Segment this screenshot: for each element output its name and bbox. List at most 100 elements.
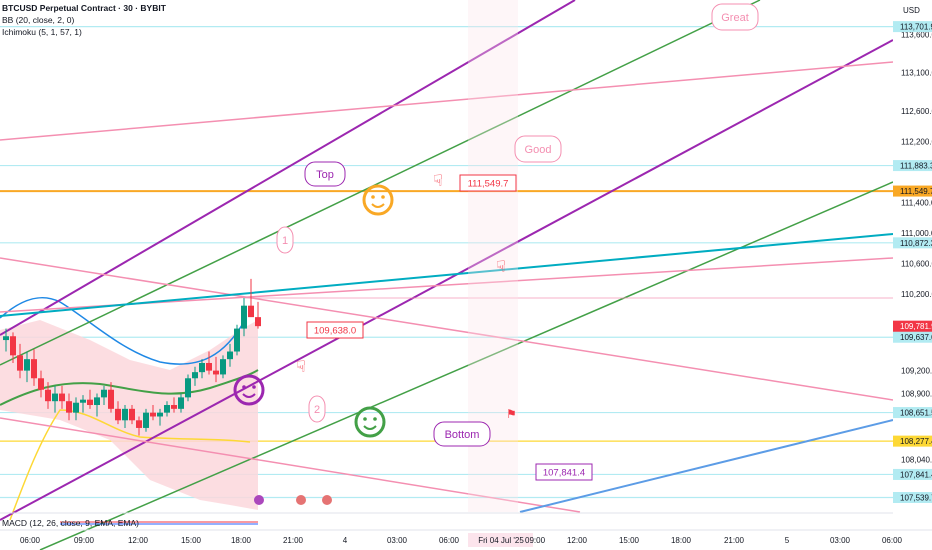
candle-body (38, 378, 44, 390)
y-tick-label: 111,400.0 (901, 199, 932, 208)
x-tick-label: 03:00 (387, 536, 408, 545)
y-tick-label: 110,600.0 (901, 260, 932, 269)
candle-body (248, 305, 254, 318)
candle-body (199, 362, 205, 373)
time-highlight-label: Fri 04 Jul '25 (478, 536, 524, 545)
candle-body (52, 393, 58, 402)
y-tick-label: 112,200.0 (901, 137, 932, 146)
candle-body (220, 359, 226, 375)
axis-price-tag-text: 113,701.9 (900, 23, 932, 32)
trend-line (0, 39, 894, 521)
candle-body (206, 362, 212, 371)
x-tick-label: 15:00 (181, 536, 202, 545)
axis-price-tag (893, 237, 932, 249)
trend-line (0, 417, 581, 513)
candle-body (178, 397, 184, 409)
bb-legend[interactable]: BB (20, close, 2, 0) (2, 15, 75, 25)
smiley-green-icon (354, 406, 386, 438)
ichimoku-legend[interactable]: Ichimoku (5, 1, 57, 1) (2, 27, 82, 37)
y-tick-label: 108,040.0 (901, 455, 932, 464)
y-tick-label: 109,200.0 (901, 367, 932, 376)
candle-body (234, 328, 240, 352)
candle-body (17, 355, 23, 371)
axis-price-tag (893, 331, 932, 343)
callout-bubble (711, 3, 759, 31)
legend: BTCUSD Perpetual Contract · 30 · BYBIT B… (2, 2, 166, 38)
candle-body (227, 351, 233, 360)
lightning-icon (254, 495, 264, 505)
candle-body (129, 408, 135, 421)
candle-body (143, 412, 149, 428)
axis-price-tag-text: 108,277.4 (900, 437, 932, 446)
candle-body (241, 305, 247, 329)
y-tick-label: 113,600.0 (901, 30, 932, 39)
callout-bubble (308, 395, 326, 423)
pointing-hand-icon: ☟ (296, 359, 306, 376)
candle-body (255, 317, 261, 327)
y-tick-label: 111,000.0 (901, 229, 932, 238)
price-axis-background (893, 0, 932, 550)
smiley-mouth (242, 393, 256, 398)
axis-price-tag (893, 185, 932, 197)
candle-body (157, 412, 163, 417)
x-tick-label: 4 (343, 536, 348, 545)
x-tick-label: 21:00 (724, 536, 745, 545)
candle-body (3, 336, 9, 341)
axis-price-tag-text: 110,872.3 (900, 239, 932, 248)
candle-body (171, 405, 177, 409)
candle-body (150, 412, 156, 417)
callout-bubble (433, 421, 491, 447)
price-note-box (459, 174, 517, 192)
candle-body (59, 393, 65, 402)
y-tick-label: 112,600.0 (901, 107, 932, 116)
x-tick-label: 09:00 (74, 536, 95, 545)
trend-line (0, 61, 894, 141)
candle-body (192, 372, 198, 379)
callout-text: Good (525, 144, 552, 156)
candle-body (87, 399, 93, 406)
x-tick-label: 06:00 (439, 536, 460, 545)
pointing-hand-icon: ☟ (496, 259, 506, 276)
x-tick-label: 21:00 (283, 536, 304, 545)
y-tick-label: 113,100.0 (901, 69, 932, 78)
smiley-eye (371, 195, 375, 199)
x-tick-label: 12:00 (128, 536, 149, 545)
axis-price-tag (893, 435, 932, 447)
axis-price-tag (893, 492, 932, 504)
trend-line (39, 181, 894, 550)
smiley-orange-icon (362, 184, 394, 216)
us-flag-icon (296, 495, 306, 505)
candle-body (101, 389, 107, 398)
x-tick-label: 09:00 (525, 536, 546, 545)
smiley-mouth (371, 203, 385, 208)
callout-bubble (276, 226, 294, 254)
bb-upper-line (0, 296, 246, 365)
smiley-mouth (363, 425, 377, 430)
axis-price-tag-text: 107,841.4 (900, 470, 932, 479)
axis-price-tag (893, 407, 932, 419)
axis-price-tag-text: 109,781.9 (900, 322, 932, 331)
symbol-title[interactable]: BTCUSD Perpetual Contract · 30 · BYBIT (2, 3, 166, 13)
candle-body (94, 397, 100, 406)
x-tick-label: 18:00 (231, 536, 252, 545)
smiley-purple-icon (233, 374, 265, 406)
axis-price-tag (893, 21, 932, 33)
price-note-text: 111,549.7 (468, 179, 509, 190)
x-tick-label: 12:00 (567, 536, 588, 545)
candle-body (213, 370, 219, 375)
candle-body (10, 336, 16, 356)
smiley-eye (252, 385, 256, 389)
x-tick-label: 06:00 (20, 536, 41, 545)
price-note-box (306, 321, 364, 339)
trend-line (0, 233, 894, 317)
macd-legend[interactable]: MACD (12, 26, close, 9, EMA, EMA) (2, 518, 139, 528)
candle-body (108, 389, 114, 409)
x-tick-label: 18:00 (671, 536, 692, 545)
candle-body (45, 389, 51, 402)
y-tick-label: 110,200.0 (901, 290, 932, 299)
axis-price-tag (893, 160, 932, 172)
smiley-eye (363, 417, 367, 421)
callout-text: Great (721, 12, 749, 24)
